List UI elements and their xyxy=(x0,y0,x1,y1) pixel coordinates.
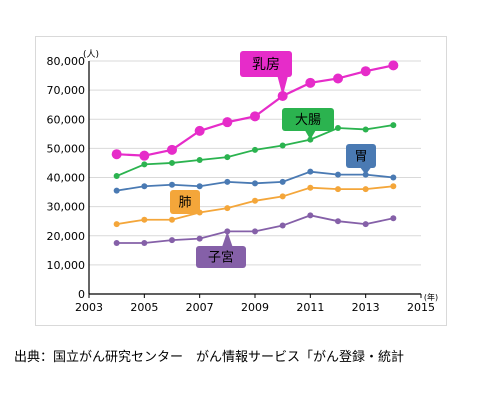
y-unit-label: (人) xyxy=(83,49,99,60)
data-point-子宮 xyxy=(307,212,314,219)
x-unit-label: (年) xyxy=(424,292,438,302)
callout-box-子宮 xyxy=(196,246,246,268)
data-point-乳房 xyxy=(139,150,150,161)
data-point-胃 xyxy=(141,183,148,190)
data-point-乳房 xyxy=(277,90,288,101)
source-caption: 出典：国立がん研究センター がん情報サービス「がん登録・統計 xyxy=(14,350,405,365)
series-label-子宮: 子宮 xyxy=(208,250,234,266)
y-tick-label: 10,000 xyxy=(47,259,86,272)
line-chart: 0 10,000 20,000 30,000 40,000 50,000 60,000 70,… xyxy=(47,49,439,314)
x-tick-label: 2013 xyxy=(352,301,380,314)
data-point-肺 xyxy=(307,184,314,191)
x-tick-label: 2003 xyxy=(75,301,103,314)
data-point-肺 xyxy=(252,197,258,204)
data-point-子宮 xyxy=(252,228,258,235)
data-point-子宮 xyxy=(335,218,341,225)
data-point-肺 xyxy=(362,186,369,193)
data-point-乳房 xyxy=(167,144,177,155)
data-point-肺 xyxy=(141,216,148,223)
series-label-乳房: 乳房 xyxy=(252,57,280,73)
x-tick-label: 2015 xyxy=(407,301,435,314)
data-point-胃 xyxy=(390,174,397,181)
series-line-乳房 xyxy=(116,64,394,157)
x-tick-label: 2007 xyxy=(186,301,214,314)
data-point-胃 xyxy=(279,178,286,185)
callout-tail-大腸 xyxy=(305,131,316,140)
callout-tail-胃 xyxy=(360,168,371,175)
series-label-大腸: 大腸 xyxy=(295,113,321,128)
data-point-子宮 xyxy=(196,235,203,242)
data-point-大腸 xyxy=(224,154,231,161)
data-point-乳房 xyxy=(111,149,122,160)
series-line-肺 xyxy=(116,185,394,225)
data-point-乳房 xyxy=(360,66,371,77)
data-point-大腸 xyxy=(335,124,341,131)
data-point-乳房 xyxy=(194,125,205,136)
data-point-乳房 xyxy=(305,77,316,88)
data-point-肺 xyxy=(390,183,397,190)
data-point-乳房 xyxy=(388,60,399,71)
y-tick-label: 30,000 xyxy=(47,201,86,214)
data-point-子宮 xyxy=(113,240,120,247)
data-point-子宮 xyxy=(362,221,369,228)
data-point-大腸 xyxy=(169,159,175,166)
data-point-子宮 xyxy=(169,237,175,244)
data-point-乳房 xyxy=(250,111,260,122)
data-point-大腸 xyxy=(362,126,369,133)
data-point-肺 xyxy=(335,186,341,193)
data-point-大腸 xyxy=(279,142,286,149)
data-point-肺 xyxy=(169,216,175,223)
data-point-胃 xyxy=(307,168,314,175)
callout-box-肺 xyxy=(170,190,200,214)
y-tick-label: 20,000 xyxy=(47,230,86,243)
data-point-子宮 xyxy=(390,215,397,222)
data-point-大腸 xyxy=(390,122,397,129)
y-tick-label: 70,000 xyxy=(47,84,86,97)
data-point-子宮 xyxy=(279,222,286,229)
y-tick-label: 40,000 xyxy=(47,172,86,185)
y-tick-label: 50,000 xyxy=(47,142,86,155)
x-tick-label: 2005 xyxy=(130,301,158,314)
x-tick-label: 2011 xyxy=(296,301,324,314)
data-point-肺 xyxy=(224,205,231,212)
data-point-肺 xyxy=(113,221,120,228)
data-point-胃 xyxy=(252,180,258,187)
callout-tail-乳房 xyxy=(277,77,288,96)
data-point-胃 xyxy=(113,187,120,194)
y-tick-label: 0 xyxy=(78,288,85,301)
data-point-大腸 xyxy=(141,161,148,168)
y-tick-label: 80,000 xyxy=(47,55,86,68)
callout-box-胃 xyxy=(346,144,376,168)
data-point-胃 xyxy=(196,183,203,190)
y-tick-label: 60,000 xyxy=(47,113,86,126)
data-point-肺 xyxy=(279,193,286,200)
series-label-胃: 胃 xyxy=(354,150,367,165)
series-label-肺: 肺 xyxy=(178,196,191,211)
data-point-乳房 xyxy=(333,73,343,84)
data-point-大腸 xyxy=(113,173,120,180)
data-point-胃 xyxy=(169,181,175,188)
x-tick-label: 2009 xyxy=(241,301,269,314)
data-point-乳房 xyxy=(222,117,233,128)
data-point-胃 xyxy=(335,171,341,178)
data-point-大腸 xyxy=(196,157,203,164)
data-point-胃 xyxy=(224,178,231,185)
data-point-子宮 xyxy=(141,240,148,247)
callout-box-乳房 xyxy=(240,51,292,77)
callout-tail-子宮 xyxy=(222,231,233,246)
chart-frame: 0 10,000 20,000 30,000 40,000 50,000 60,000 70,… xyxy=(35,36,447,326)
data-point-大腸 xyxy=(252,146,258,153)
callout-box-大腸 xyxy=(282,108,334,131)
